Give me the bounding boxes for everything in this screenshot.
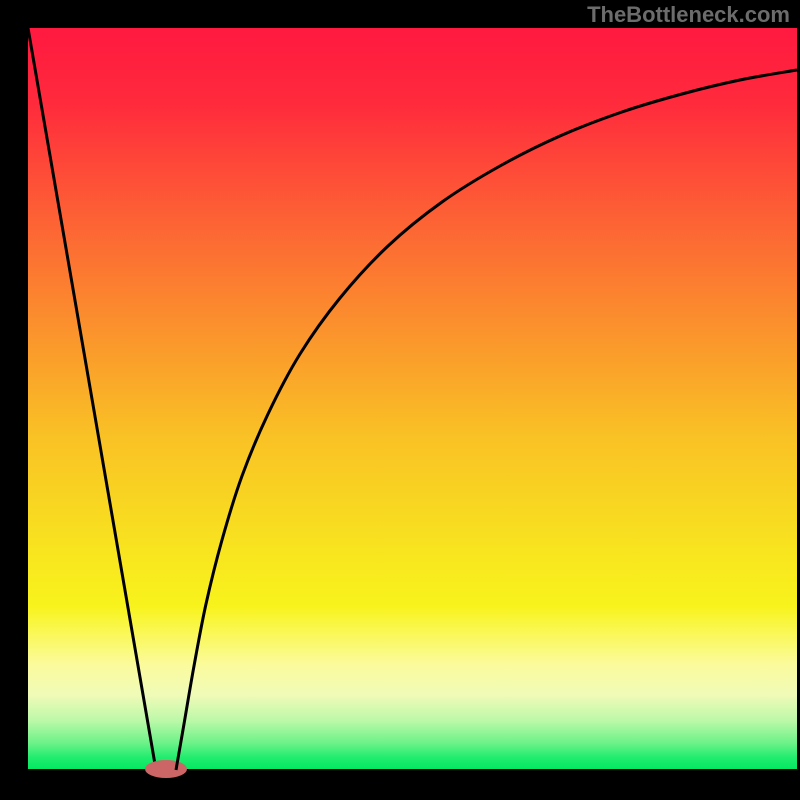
watermark-text: TheBottleneck.com [587, 2, 790, 28]
optimum-marker [145, 760, 187, 778]
chart-svg [0, 0, 800, 800]
plot-background [28, 28, 797, 769]
bottleneck-chart: TheBottleneck.com [0, 0, 800, 800]
